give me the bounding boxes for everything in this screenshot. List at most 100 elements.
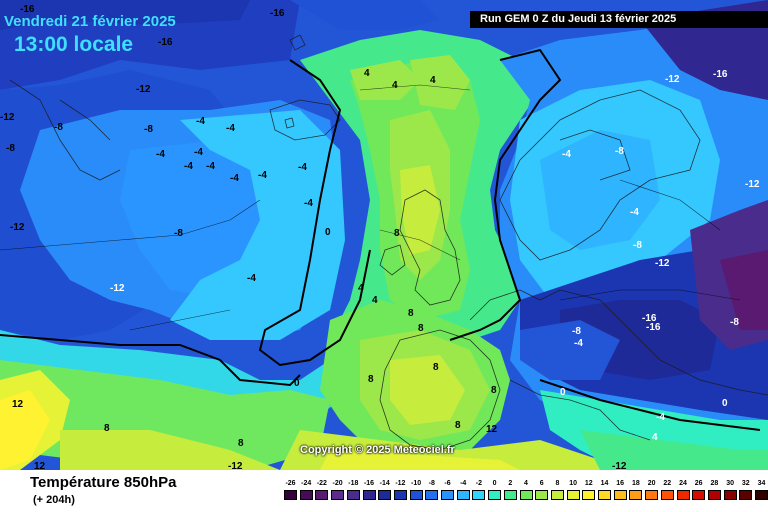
contour-label: 4 <box>652 432 658 443</box>
scale-color-swatch <box>692 490 706 500</box>
model-run-info: Run GEM 0 Z du Jeudi 13 février 2025 <box>470 11 768 28</box>
scale-color-swatch <box>739 490 753 500</box>
contour-label: -8 <box>144 124 153 135</box>
contour-label: -12 <box>0 112 15 123</box>
contour-label: 12 <box>12 399 24 410</box>
legend-title: Température 850hPa <box>30 474 177 491</box>
scale-color-swatch <box>346 490 360 500</box>
scale-color-swatch <box>723 490 737 500</box>
scale-color-swatch <box>645 490 659 500</box>
scale-tick-label: 34 <box>757 480 766 487</box>
contour-label: -4 <box>574 338 583 349</box>
scale-tick-label: -6 <box>444 480 451 487</box>
scale-tick-label: -16 <box>363 480 375 487</box>
contour-label: 4 <box>358 283 364 294</box>
contour-label: -4 <box>196 116 205 127</box>
scale-color-swatch <box>755 490 768 500</box>
contour-label: 4 <box>392 80 398 91</box>
scale-tick-label: 18 <box>631 480 640 487</box>
scale-color-swatch <box>393 490 407 500</box>
map-canvas <box>0 0 768 470</box>
contour-label: -8 <box>54 122 63 133</box>
contour-label: -4 <box>230 173 239 184</box>
scale-color-swatch <box>629 490 643 500</box>
scale-tick-label: 0 <box>492 480 497 487</box>
contour-label: 8 <box>418 323 424 334</box>
scale-tick-label: 6 <box>539 480 544 487</box>
scale-tick-label: 24 <box>679 480 687 487</box>
contour-label: -4 <box>184 161 193 172</box>
contour-label: 8 <box>491 385 497 396</box>
contour-label: 8 <box>455 420 461 431</box>
contour-label: 8 <box>433 362 439 373</box>
contour-label: -4 <box>656 412 665 423</box>
scale-tick-label: 14 <box>600 480 609 487</box>
contour-label: -16 <box>270 8 285 19</box>
scale-tick-label: 2 <box>508 480 513 487</box>
contour-label: 4 <box>364 68 370 79</box>
legend-subtitle: (+ 204h) <box>33 494 75 506</box>
contour-label: -16 <box>158 37 173 48</box>
contour-label: 0 <box>722 398 728 409</box>
scale-color-swatch <box>441 490 454 500</box>
scale-color-swatch <box>331 490 345 500</box>
scale-tick-label: 32 <box>741 480 750 487</box>
contour-label: -12 <box>10 222 25 233</box>
contour-label: -4 <box>258 170 267 181</box>
scale-tick-label: -26 <box>285 480 296 487</box>
scale-tick-label: 20 <box>647 480 656 487</box>
scale-tick-label: 10 <box>569 480 577 487</box>
contour-label: -16 <box>642 313 657 324</box>
scale-color-swatch <box>456 490 470 500</box>
scale-tick-label: -22 <box>316 480 327 487</box>
contour-label: 12 <box>34 461 46 472</box>
contour-label: -4 <box>298 162 307 173</box>
contour-label: 0 <box>560 387 566 398</box>
scale-color-swatch <box>425 490 439 500</box>
contour-label: 8 <box>394 228 400 239</box>
contour-label: -8 <box>174 228 183 239</box>
scale-color-swatch <box>378 490 392 500</box>
scale-color-swatch <box>676 490 690 500</box>
contour-label: -4 <box>206 161 215 172</box>
contour-label: -12 <box>745 179 760 190</box>
contour-label: -8 <box>730 317 739 328</box>
contour-label: -4 <box>156 149 165 160</box>
scale-color-swatch <box>707 490 721 500</box>
scale-color-swatch <box>582 490 596 500</box>
scale-color-swatch <box>660 490 674 500</box>
contour-label: 8 <box>368 374 374 385</box>
scale-color-swatch <box>503 490 517 500</box>
scale-color-swatch <box>550 490 564 500</box>
scale-tick-label: 16 <box>616 480 625 487</box>
contour-label: -4 <box>304 198 313 209</box>
contour-label: -4 <box>194 147 203 158</box>
forecast-date: Vendredi 21 février 2025 <box>4 13 176 30</box>
scale-tick-label: -4 <box>460 480 467 487</box>
contour-label: -4 <box>226 123 235 134</box>
scale-tick-label: 30 <box>726 480 734 487</box>
scale-color-swatch <box>409 490 423 500</box>
contour-label: -12 <box>110 283 125 294</box>
scale-tick-label: 28 <box>710 480 719 487</box>
contour-label: 4 <box>430 75 436 86</box>
scale-tick-label: -20 <box>332 480 343 487</box>
scale-tick-label: -14 <box>379 480 390 487</box>
contour-label: 0 <box>325 227 331 238</box>
contour-label: -8 <box>572 326 581 337</box>
contour-label: 8 <box>408 308 414 319</box>
contour-label: -4 <box>562 149 571 160</box>
contour-label: -16 <box>646 322 661 333</box>
scale-color-swatch <box>519 490 533 500</box>
scale-color-swatch <box>315 490 329 500</box>
forecast-time: 13:00 locale <box>14 33 134 56</box>
scale-color-swatch <box>362 490 376 500</box>
contour-label: 4 <box>372 295 378 306</box>
contour-label: 8 <box>104 423 110 434</box>
contour-label: -16 <box>20 4 35 15</box>
scale-tick-label: 12 <box>584 480 593 487</box>
scale-color-swatch <box>488 490 502 500</box>
copyright-notice: Copyright © 2025 Meteociel.fr <box>300 444 455 456</box>
scale-tick-label: 22 <box>663 480 672 487</box>
contour-label: -8 <box>633 240 642 251</box>
